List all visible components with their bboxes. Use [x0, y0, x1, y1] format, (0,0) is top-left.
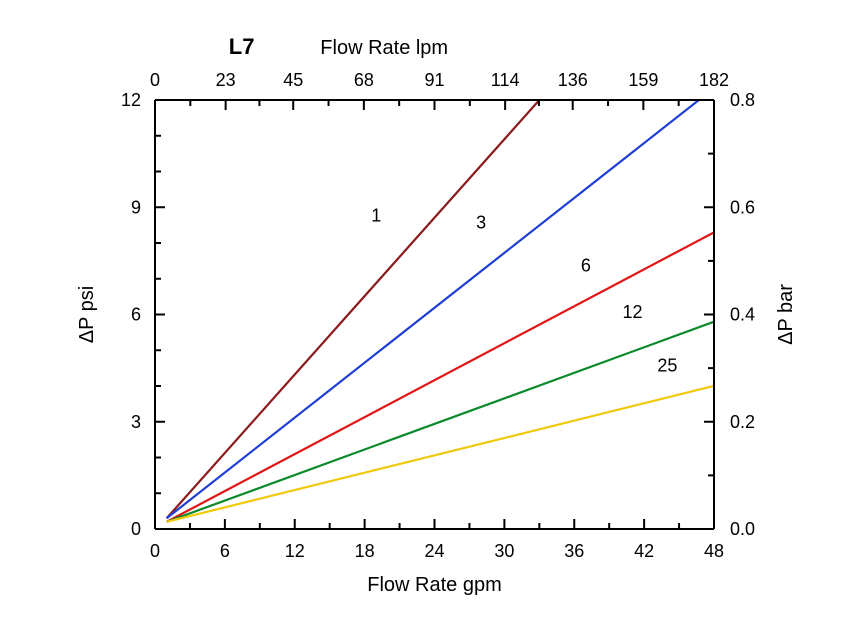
yl-tick-label: 12	[121, 90, 141, 110]
series-label-3: 3	[476, 213, 486, 233]
xb-tick-label: 30	[494, 541, 514, 561]
yr-tick-label: 0.0	[730, 519, 755, 539]
xb-tick-label: 12	[285, 541, 305, 561]
xt-tick-label: 23	[216, 70, 236, 90]
pressure-drop-chart: 0612182430364248023456891114136159182036…	[0, 0, 849, 639]
xb-tick-label: 42	[634, 541, 654, 561]
xt-tick-label: 45	[283, 70, 303, 90]
series-label-12: 12	[622, 302, 642, 322]
y-left-label: ΔP psi	[76, 286, 98, 343]
series-label-6: 6	[581, 256, 591, 276]
xt-tick-label: 182	[699, 70, 729, 90]
xb-tick-label: 18	[355, 541, 375, 561]
series-label-25: 25	[657, 356, 677, 376]
xt-tick-label: 0	[150, 70, 160, 90]
xt-tick-label: 114	[491, 70, 520, 90]
y-right-label: ΔP bar	[775, 284, 797, 345]
yl-tick-label: 3	[131, 412, 141, 432]
yr-tick-label: 0.6	[730, 197, 755, 217]
x-bottom-label: Flow Rate gpm	[367, 574, 502, 596]
yr-tick-label: 0.4	[730, 305, 755, 325]
yr-tick-label: 0.8	[730, 90, 755, 110]
yl-tick-label: 0	[131, 519, 141, 539]
yl-tick-label: 6	[131, 305, 141, 325]
chart-svg: 0612182430364248023456891114136159182036…	[0, 0, 849, 639]
xt-tick-label: 136	[558, 70, 588, 90]
xt-tick-label: 68	[354, 70, 374, 90]
xt-tick-label: 159	[628, 70, 658, 90]
xb-tick-label: 48	[704, 541, 724, 561]
xt-tick-label: 91	[424, 70, 444, 90]
yr-tick-label: 0.2	[730, 412, 755, 432]
series-label-1: 1	[371, 206, 381, 226]
yl-tick-label: 9	[131, 197, 141, 217]
xb-tick-label: 24	[424, 541, 444, 561]
xb-tick-label: 0	[150, 541, 160, 561]
xb-tick-label: 36	[564, 541, 584, 561]
x-top-label: Flow Rate lpm	[320, 37, 448, 59]
xb-tick-label: 6	[220, 541, 230, 561]
chart-title: L7	[229, 34, 255, 59]
